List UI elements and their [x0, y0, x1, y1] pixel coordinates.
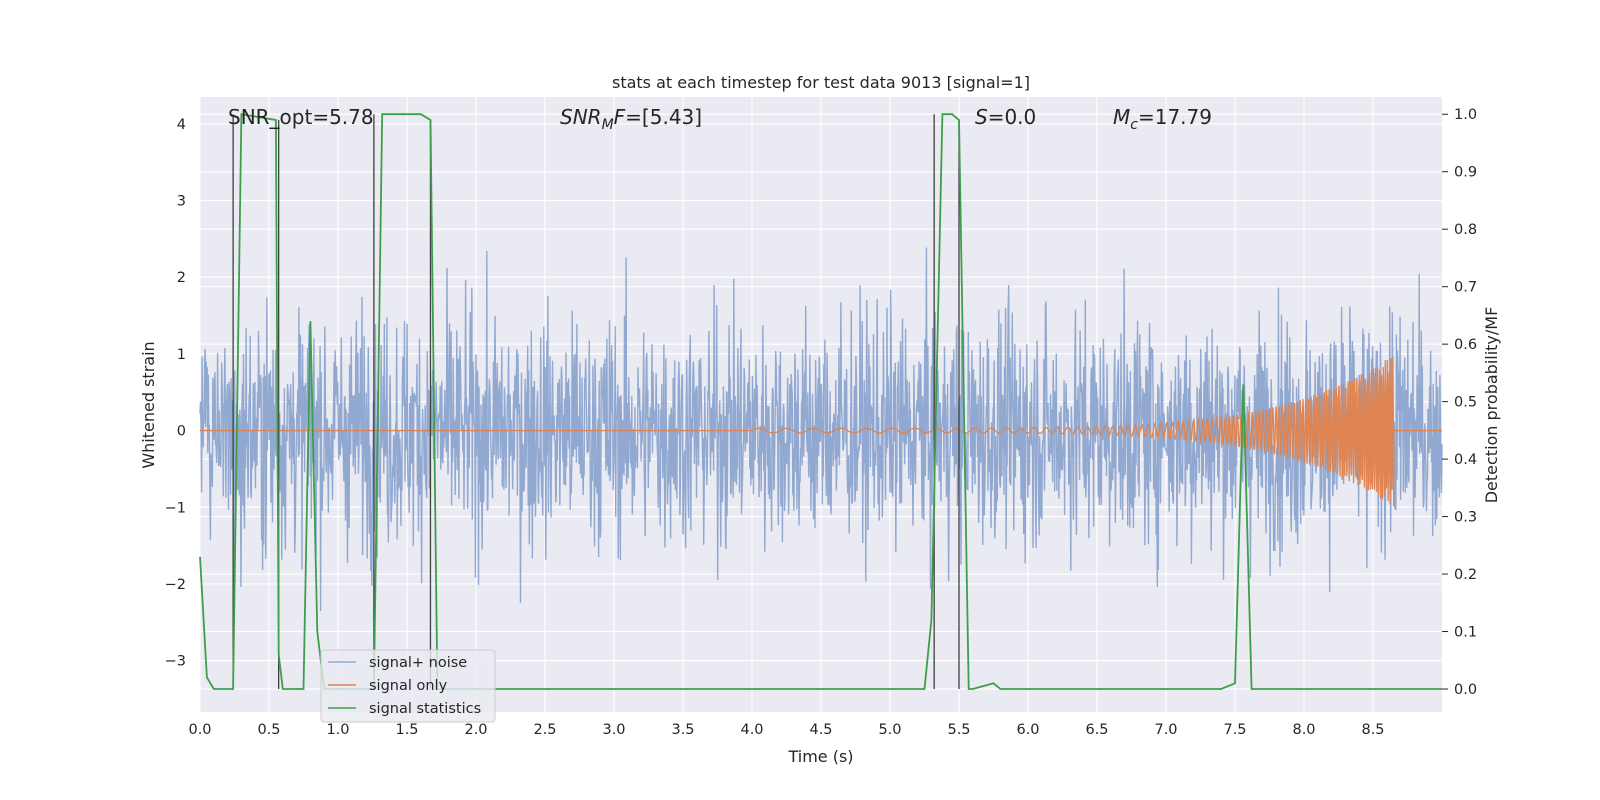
series-signal-noise — [199, 247, 1443, 612]
y-tick-label-left: 1 — [177, 347, 186, 363]
right-y-axis-ticks: 0.0 0.1 0.2 0.3 0.4 0.5 0.6 0.7 0.8 0.9 1.0 — [1442, 107, 1477, 698]
y-tick-label-right: 0.7 — [1454, 280, 1477, 296]
left-y-axis-ticks: −3 −2 −1 0 1 2 3 4 — [165, 117, 186, 670]
y-tick-label-right: 0.2 — [1454, 567, 1477, 583]
y-axis-label-right: Detection probability/MF — [1482, 307, 1501, 504]
y-tick-label-left: −3 — [165, 654, 186, 670]
vertical-markers — [232, 114, 960, 690]
x-tick-label: 8.0 — [1292, 722, 1315, 738]
x-axis-ticks: 0.0 0.5 1.0 1.5 2.0 2.5 3.0 3.5 4.0 4.5 5.0 5.5 6.0 6… — [188, 722, 1384, 738]
y-tick-label-right: 0.0 — [1454, 682, 1477, 698]
y-tick-label-right: 0.1 — [1454, 625, 1477, 641]
y-tick-label-left: 4 — [177, 117, 186, 133]
annotation-snr-opt: SNR_opt=5.78 — [228, 105, 374, 129]
x-tick-label: 5.0 — [878, 722, 901, 738]
y-tick-label-right: 0.9 — [1454, 165, 1477, 181]
x-tick-label: 0.0 — [188, 722, 211, 738]
x-tick-label: 7.5 — [1223, 722, 1246, 738]
x-tick-label: 1.5 — [395, 722, 418, 738]
x-tick-label: 2.0 — [464, 722, 487, 738]
y-tick-label-right: 0.5 — [1454, 395, 1477, 411]
y-tick-label-left: 0 — [177, 424, 186, 440]
annotation-snr-mf: SNRMF=[5.43] — [560, 105, 702, 133]
x-tick-label: 2.5 — [533, 722, 556, 738]
y-tick-label-left: 3 — [177, 194, 186, 210]
x-tick-label: 6.5 — [1085, 722, 1108, 738]
x-axis-label: Time (s) — [787, 747, 853, 766]
chart-title: stats at each timestep for test data 901… — [612, 73, 1030, 92]
signal-line — [200, 356, 1442, 507]
x-tick-label: 8.5 — [1361, 722, 1384, 738]
noise-line — [199, 247, 1443, 612]
legend-label-signal-only: signal only — [369, 678, 448, 694]
y-tick-label-left: 2 — [177, 270, 186, 286]
series-signal-statistics — [199, 113, 1442, 690]
legend-box — [320, 649, 496, 723]
y-tick-label-right: 1.0 — [1454, 107, 1477, 123]
y-tick-label-left: −1 — [165, 500, 186, 516]
x-tick-label: 3.5 — [671, 722, 694, 738]
x-tick-label: 4.0 — [740, 722, 763, 738]
y-tick-label-right: 0.6 — [1454, 337, 1477, 353]
series-signal-only — [200, 356, 1442, 507]
annotation-s: S=0.0 — [975, 105, 1036, 129]
legend-label-signal-noise: signal+ noise — [369, 655, 467, 671]
y-tick-label-right: 0.8 — [1454, 222, 1477, 238]
y-axis-label-left: Whitened strain — [139, 341, 158, 468]
x-tick-label: 7.0 — [1154, 722, 1177, 738]
x-tick-label: 1.0 — [326, 722, 349, 738]
x-tick-label: 3.0 — [602, 722, 625, 738]
x-tick-label: 6.0 — [1016, 722, 1039, 738]
legend-label-signal-statistics: signal statistics — [369, 701, 481, 717]
x-tick-label: 5.5 — [947, 722, 970, 738]
y-tick-label-left: −2 — [165, 577, 186, 593]
x-tick-label: 0.5 — [257, 722, 280, 738]
y-tick-label-right: 0.3 — [1454, 510, 1477, 526]
y-tick-label-right: 0.4 — [1454, 452, 1477, 468]
stats-line — [199, 113, 1442, 690]
x-tick-label: 4.5 — [809, 722, 832, 738]
legend: signal+ noise signal only signal statist… — [320, 649, 496, 723]
annotation-mc: Mc=17.79 — [1113, 105, 1212, 133]
